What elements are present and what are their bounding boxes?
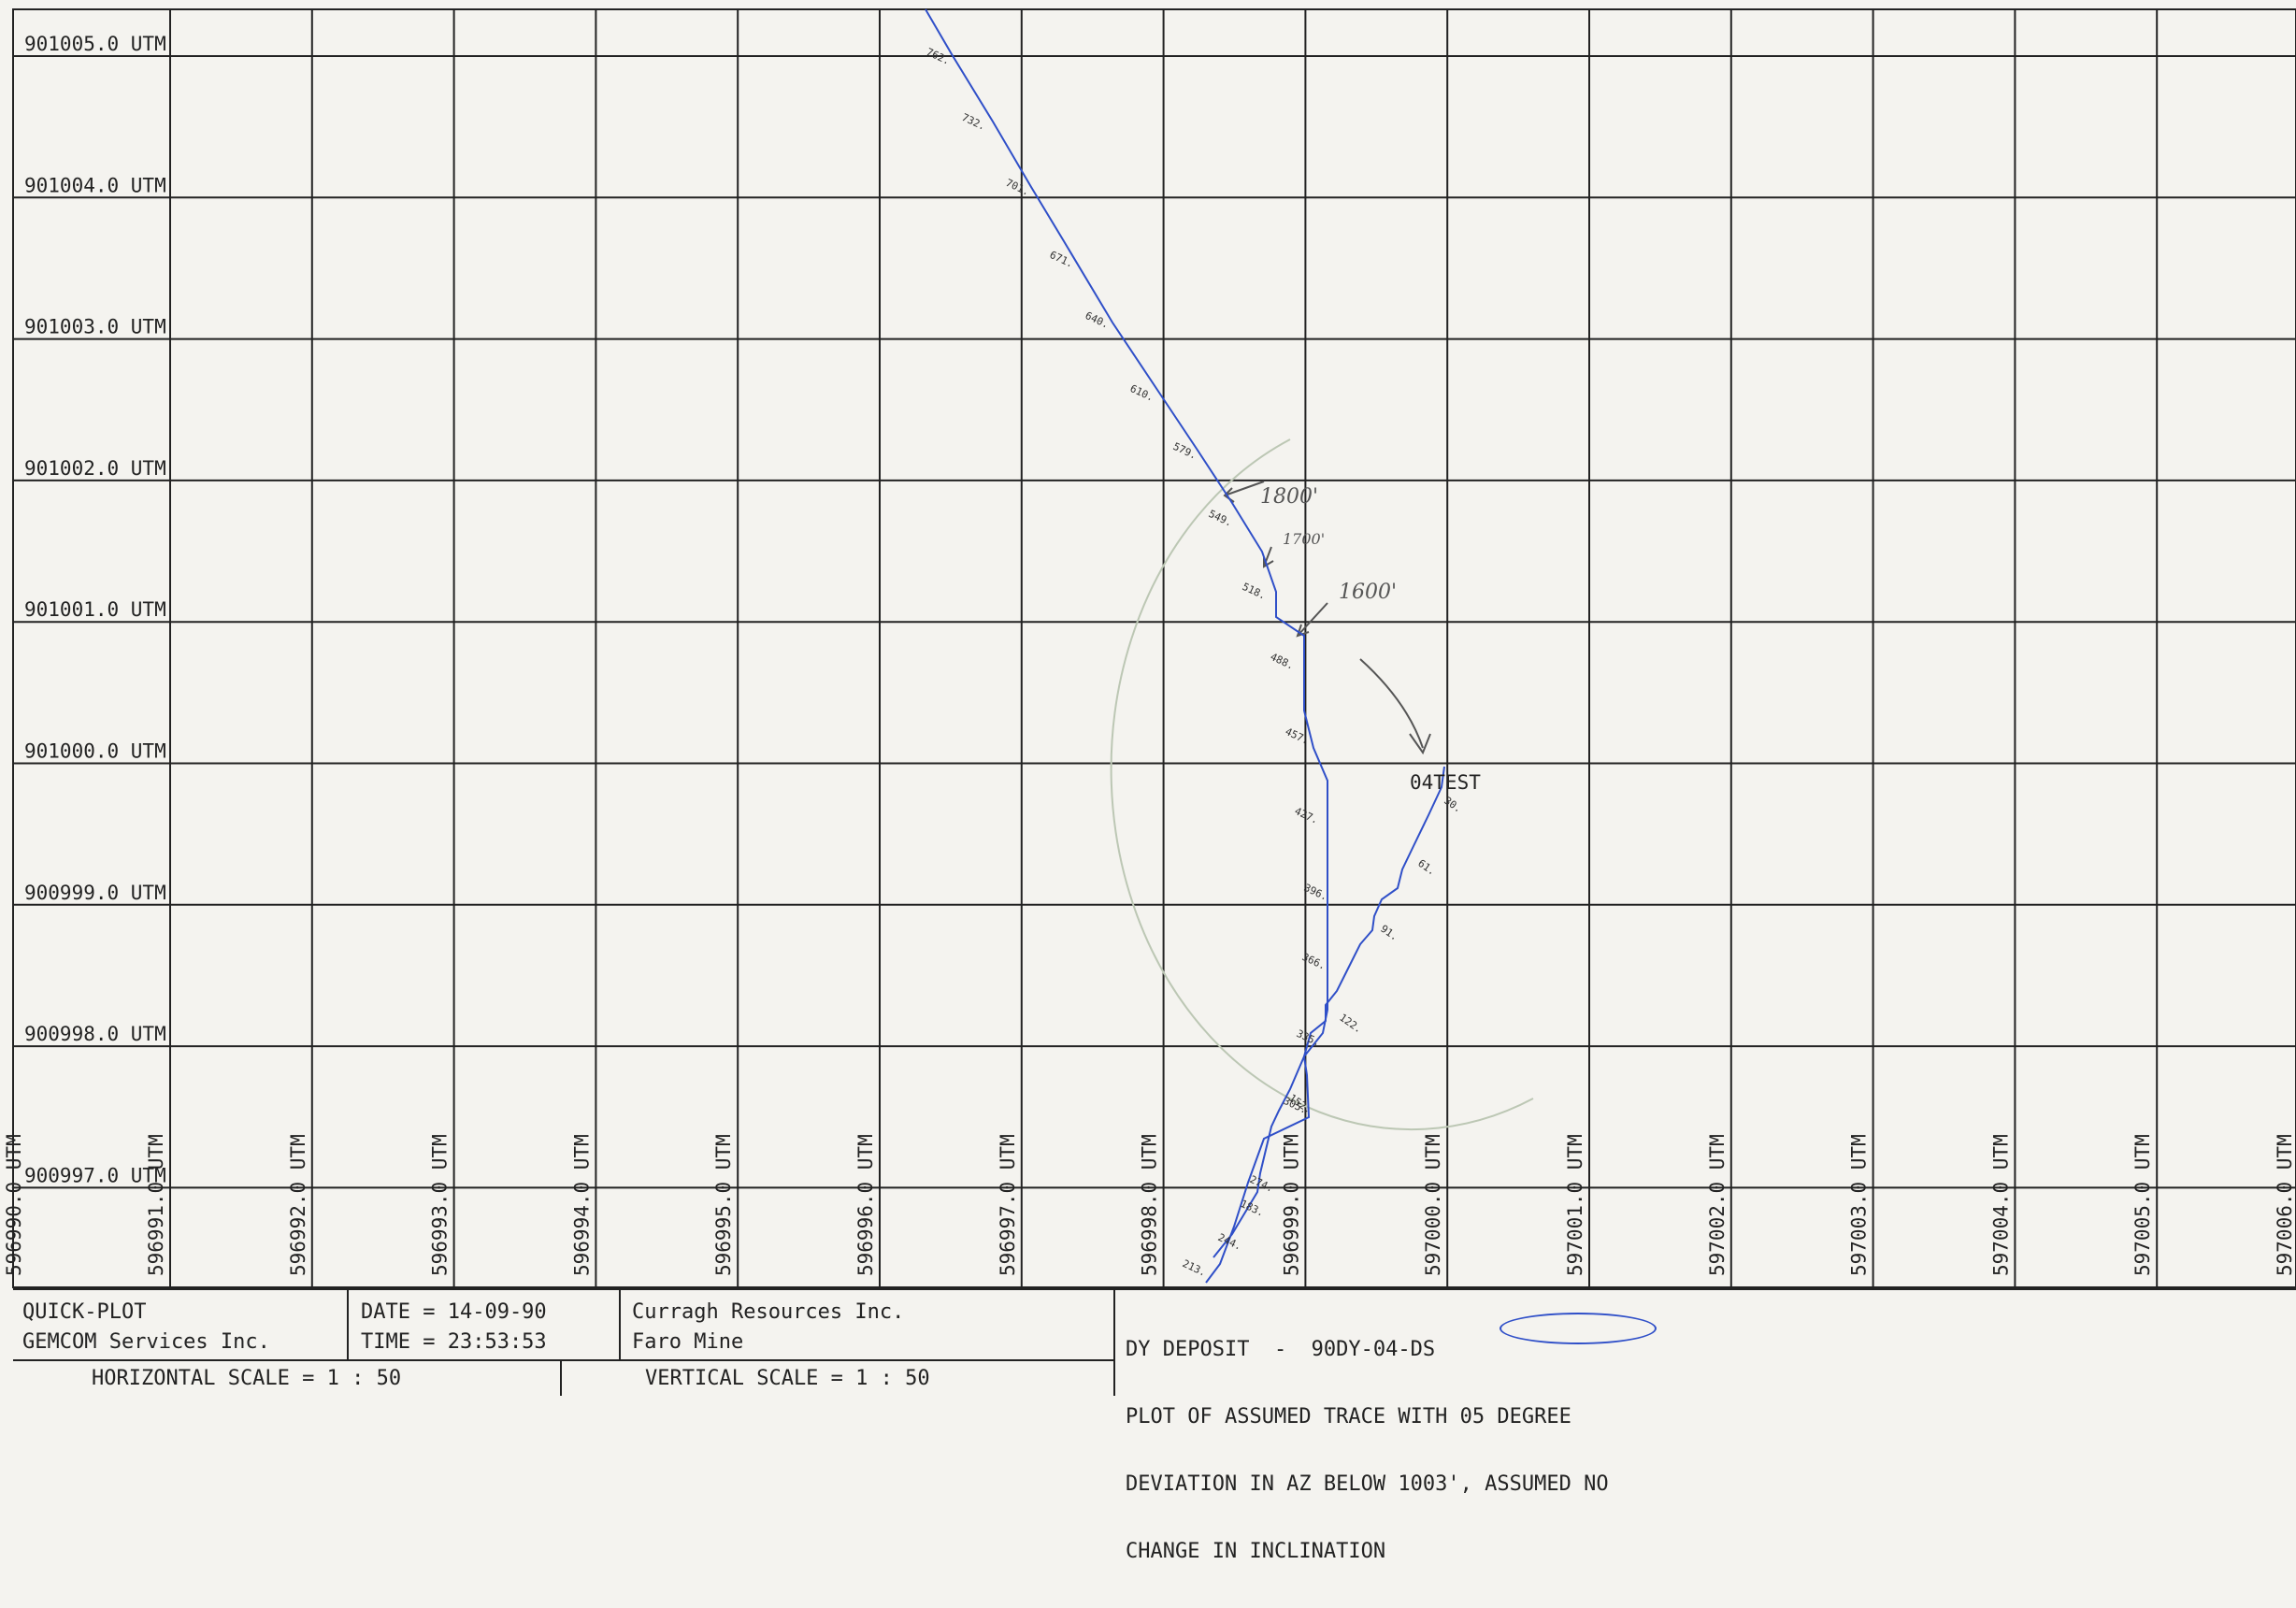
depth-label: 488. bbox=[1269, 651, 1297, 672]
hand-arrow bbox=[1296, 602, 1328, 638]
title-block: QUICK-PLOT GEMCOM Services Inc. DATE = 1… bbox=[13, 1287, 2296, 1563]
depth-label: 122. bbox=[1337, 1012, 1364, 1036]
easting-label: 596995.0 UTM bbox=[712, 1134, 735, 1276]
note-line: CHANGE IN INCLINATION bbox=[1126, 1540, 1386, 1563]
easting-label: 596997.0 UTM bbox=[997, 1134, 1019, 1276]
note-line: DEVIATION IN AZ BELOW 1003', ASSUMED NO bbox=[1126, 1472, 1609, 1496]
depth-label: 610. bbox=[1128, 382, 1156, 404]
depth-label: 579. bbox=[1171, 440, 1199, 462]
northing-label: 901001.0 UTM bbox=[24, 598, 166, 621]
hand-arrow bbox=[1359, 658, 1431, 755]
hand-drawn-circle bbox=[1110, 438, 1534, 1130]
easting-label: 596998.0 UTM bbox=[1139, 1134, 1161, 1276]
depth-label: 366. bbox=[1300, 951, 1328, 972]
divider bbox=[1113, 1290, 1115, 1396]
easting-label: 597002.0 UTM bbox=[1706, 1134, 1729, 1276]
northing-label: 900999.0 UTM bbox=[24, 882, 166, 904]
northing-label: 900997.0 UTM bbox=[24, 1164, 166, 1186]
horizontal-scale: HORIZONTAL SCALE = 1 : 50 bbox=[92, 1367, 402, 1390]
hand-annotation: 1700' bbox=[1283, 530, 1325, 548]
hand-annotation: 1800' bbox=[1260, 485, 1318, 509]
easting-label: 597005.0 UTM bbox=[2131, 1134, 2154, 1276]
hand-annotation: 1600' bbox=[1339, 581, 1397, 604]
easting-label: 597000.0 UTM bbox=[1422, 1134, 1444, 1276]
easting-label: 596992.0 UTM bbox=[287, 1134, 309, 1276]
hand-annotations: 1800' 1700' 1600' bbox=[1110, 438, 1534, 1130]
easting-label: 596994.0 UTM bbox=[570, 1134, 593, 1276]
northing-labels: 901005.0 UTM 901004.0 UTM 901003.0 UTM 9010… bbox=[24, 33, 166, 1186]
utm-grid bbox=[12, 8, 2296, 1288]
depth-label: 732. bbox=[960, 111, 988, 133]
drill-traces: 762.732.701.671.640.610.579.549.518.488.… bbox=[925, 8, 1464, 1284]
depth-label: 427. bbox=[1293, 805, 1321, 826]
northing-label: 901000.0 UTM bbox=[24, 740, 166, 763]
northing-label: 901003.0 UTM bbox=[24, 316, 166, 338]
drill-trace-plot: 901005.0 UTM 901004.0 UTM 901003.0 UTM 9010… bbox=[3, 8, 2296, 1288]
plot-time: TIME = 23:53:53 bbox=[361, 1330, 547, 1354]
hole-label: 04TEST bbox=[1410, 771, 1481, 794]
plot-border bbox=[12, 8, 2296, 1288]
highlight-ellipse bbox=[1500, 1313, 1657, 1344]
vendor-name: GEMCOM Services Inc. bbox=[22, 1330, 270, 1354]
depth-label: 61. bbox=[1415, 857, 1438, 878]
program-name: QUICK-PLOT bbox=[22, 1300, 147, 1324]
northing-label: 900998.0 UTM bbox=[24, 1023, 166, 1045]
note-line: PLOT OF ASSUMED TRACE WITH 05 DEGREE bbox=[1126, 1405, 1571, 1429]
divider bbox=[347, 1290, 349, 1359]
depth-label: 213. bbox=[1181, 1257, 1209, 1279]
easting-label: 596999.0 UTM bbox=[1280, 1134, 1302, 1276]
site-name: Faro Mine bbox=[632, 1330, 744, 1354]
northing-label: 901004.0 UTM bbox=[24, 174, 166, 196]
divider bbox=[13, 1359, 1113, 1361]
depth-label: 549. bbox=[1207, 508, 1235, 529]
easting-label-partial: 596990.0 UTM bbox=[3, 1134, 25, 1276]
depth-label: 457. bbox=[1284, 725, 1312, 747]
easting-label: 596996.0 UTM bbox=[854, 1134, 877, 1276]
easting-label: 597006.0 UTM bbox=[2274, 1134, 2296, 1276]
test-drill-trace bbox=[1213, 766, 1445, 1258]
company-name: Curragh Resources Inc. bbox=[632, 1300, 905, 1324]
divider bbox=[619, 1290, 621, 1359]
note-line: DY DEPOSIT - 90DY-04-DS bbox=[1126, 1338, 1436, 1361]
easting-label: 597001.0 UTM bbox=[1564, 1134, 1586, 1276]
northing-label: 901005.0 UTM bbox=[24, 33, 166, 55]
divider bbox=[560, 1359, 562, 1396]
depth-label: 91. bbox=[1378, 923, 1400, 943]
depth-label: 518. bbox=[1241, 581, 1269, 602]
easting-label: 596991.0 UTM bbox=[145, 1134, 167, 1276]
vertical-scale: VERTICAL SCALE = 1 : 50 bbox=[645, 1367, 930, 1390]
easting-label: 596993.0 UTM bbox=[429, 1134, 452, 1276]
main-drill-trace bbox=[925, 8, 1328, 1284]
plot-date: DATE = 14-09-90 bbox=[361, 1300, 547, 1324]
easting-label: 597004.0 UTM bbox=[1989, 1134, 2012, 1276]
depth-label: 30. bbox=[1442, 795, 1464, 815]
northing-label: 901002.0 UTM bbox=[24, 457, 166, 480]
easting-label: 597003.0 UTM bbox=[1848, 1134, 1871, 1276]
depth-label: 274. bbox=[1248, 1173, 1276, 1195]
easting-labels: 596990.0 UTM 596991.0 UTM 596992.0 UTM 5969… bbox=[3, 1134, 2296, 1276]
